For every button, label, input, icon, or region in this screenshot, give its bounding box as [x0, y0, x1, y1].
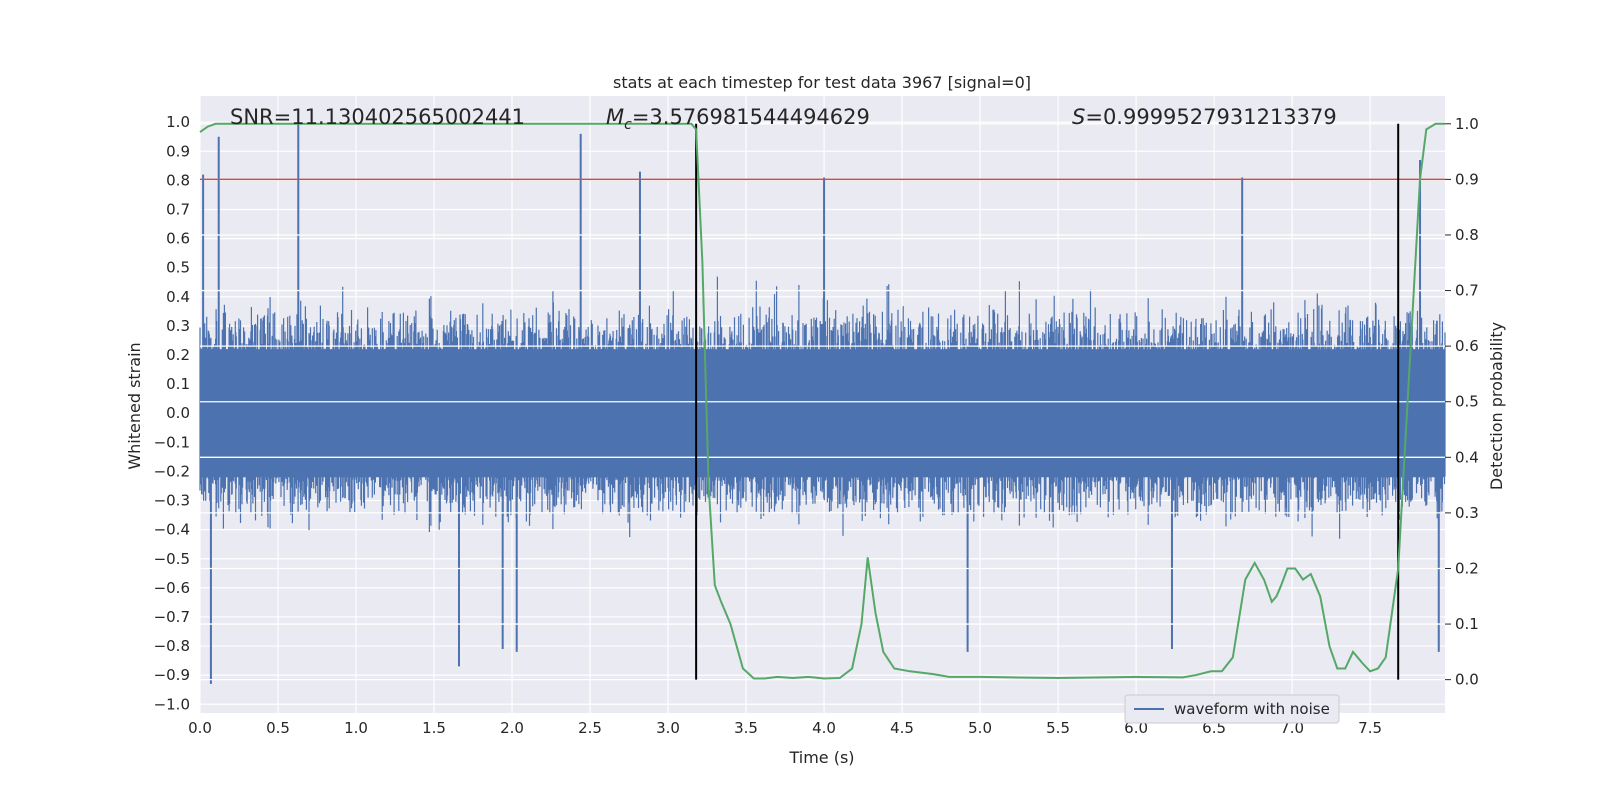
- y-axis-label-right: Detection probability: [1487, 322, 1506, 490]
- x-axis-label: Time (s): [788, 748, 854, 767]
- x-tick-label: 3.5: [734, 719, 758, 737]
- ticks: 0.0 0.5 1.0 1.5 2.0 2.5 3.0 3.5 4.0 4.5 5.0 5.5 6.0 6…: [154, 113, 1479, 737]
- y-tick-label-left: 0.8: [166, 171, 190, 189]
- y-tick-label-left: 0.6: [166, 230, 190, 248]
- lines: [199, 122, 1445, 680]
- s-annotation: S=0.9999527931213379: [1072, 105, 1337, 129]
- x-tick-label: 4.0: [812, 719, 836, 737]
- y-tick-label-left: −1.0: [154, 695, 190, 713]
- y-tick-label-right: 0.6: [1455, 337, 1479, 355]
- y-tick-label-left: 0.0: [166, 404, 190, 422]
- x-tick-label: 5.5: [1046, 719, 1070, 737]
- y-tick-label-left: −0.8: [154, 637, 190, 655]
- snr-annotation: SNR=11.130402565002441: [230, 105, 525, 129]
- x-tick-label: 2.5: [578, 719, 602, 737]
- y-tick-label-left: −0.1: [154, 433, 190, 451]
- y-tick-label-right: 0.3: [1455, 504, 1479, 522]
- legend-box: [1124, 694, 1340, 724]
- x-tick-label: 2.0: [500, 719, 524, 737]
- waveform-series: [199, 122, 1446, 684]
- y-tick-label-left: −0.4: [154, 521, 190, 539]
- y-tick-label-right: 1.0: [1455, 115, 1479, 133]
- y-tick-label-left: −0.7: [154, 608, 190, 626]
- chart-title: stats at each timestep for test data 396…: [613, 73, 1031, 92]
- y-tick-label-left: −0.3: [154, 492, 190, 510]
- y-tick-label-left: −0.2: [154, 462, 190, 480]
- legend-label: waveform with noise: [1174, 700, 1330, 718]
- y-tick-label-left: 0.9: [166, 142, 190, 160]
- y-axis-label-left: Whitened strain: [125, 342, 144, 469]
- mc-subscript: c: [624, 117, 632, 133]
- y-tick-label-left: −0.5: [154, 550, 190, 568]
- y-tick-label-right: 0.9: [1455, 170, 1479, 188]
- y-tick-label-left: 0.1: [166, 375, 190, 393]
- x-tick-label: 1.0: [344, 719, 368, 737]
- y-tick-label-right: 0.5: [1455, 393, 1479, 411]
- legend: waveform with noise: [1124, 694, 1340, 724]
- x-tick-label: 3.0: [656, 719, 680, 737]
- y-tick-label-left: −0.6: [154, 579, 190, 597]
- y-tick-label-left: 1.0: [166, 113, 190, 131]
- y-tick-label-right: 0.1: [1455, 615, 1479, 633]
- waveform-core-band: [200, 349, 1445, 478]
- y-tick-label-right: 0.8: [1455, 226, 1479, 244]
- s-symbol: S: [1072, 105, 1085, 129]
- x-tick-label: 1.5: [422, 719, 446, 737]
- y-tick-label-left: 0.4: [166, 288, 190, 306]
- y-tick-label-left: 0.7: [166, 201, 190, 219]
- x-tick-label: 0.0: [188, 719, 212, 737]
- y-tick-label-left: 0.2: [166, 346, 190, 364]
- x-tick-label: 5.0: [968, 719, 992, 737]
- mc-annotation: Mc=3.576981544494629: [606, 105, 870, 133]
- mc-symbol: M: [606, 105, 624, 129]
- detection-probability-line: [199, 122, 1445, 680]
- y-tick-label-left: 0.3: [166, 317, 190, 335]
- y-tick-label-left: 0.5: [166, 259, 190, 277]
- y-tick-label-left: −0.9: [154, 666, 190, 684]
- s-value: =0.9999527931213379: [1085, 105, 1336, 129]
- x-tick-label: 0.5: [266, 719, 290, 737]
- y-tick-label-right: 0.0: [1455, 671, 1479, 689]
- x-tick-label: 4.5: [890, 719, 914, 737]
- y-tick-label-right: 0.7: [1455, 282, 1479, 300]
- mc-value: =3.576981544494629: [632, 105, 870, 129]
- y-tick-label-right: 0.4: [1455, 448, 1479, 466]
- y-tick-label-right: 0.2: [1455, 559, 1479, 577]
- x-tick-label: 7.5: [1358, 719, 1382, 737]
